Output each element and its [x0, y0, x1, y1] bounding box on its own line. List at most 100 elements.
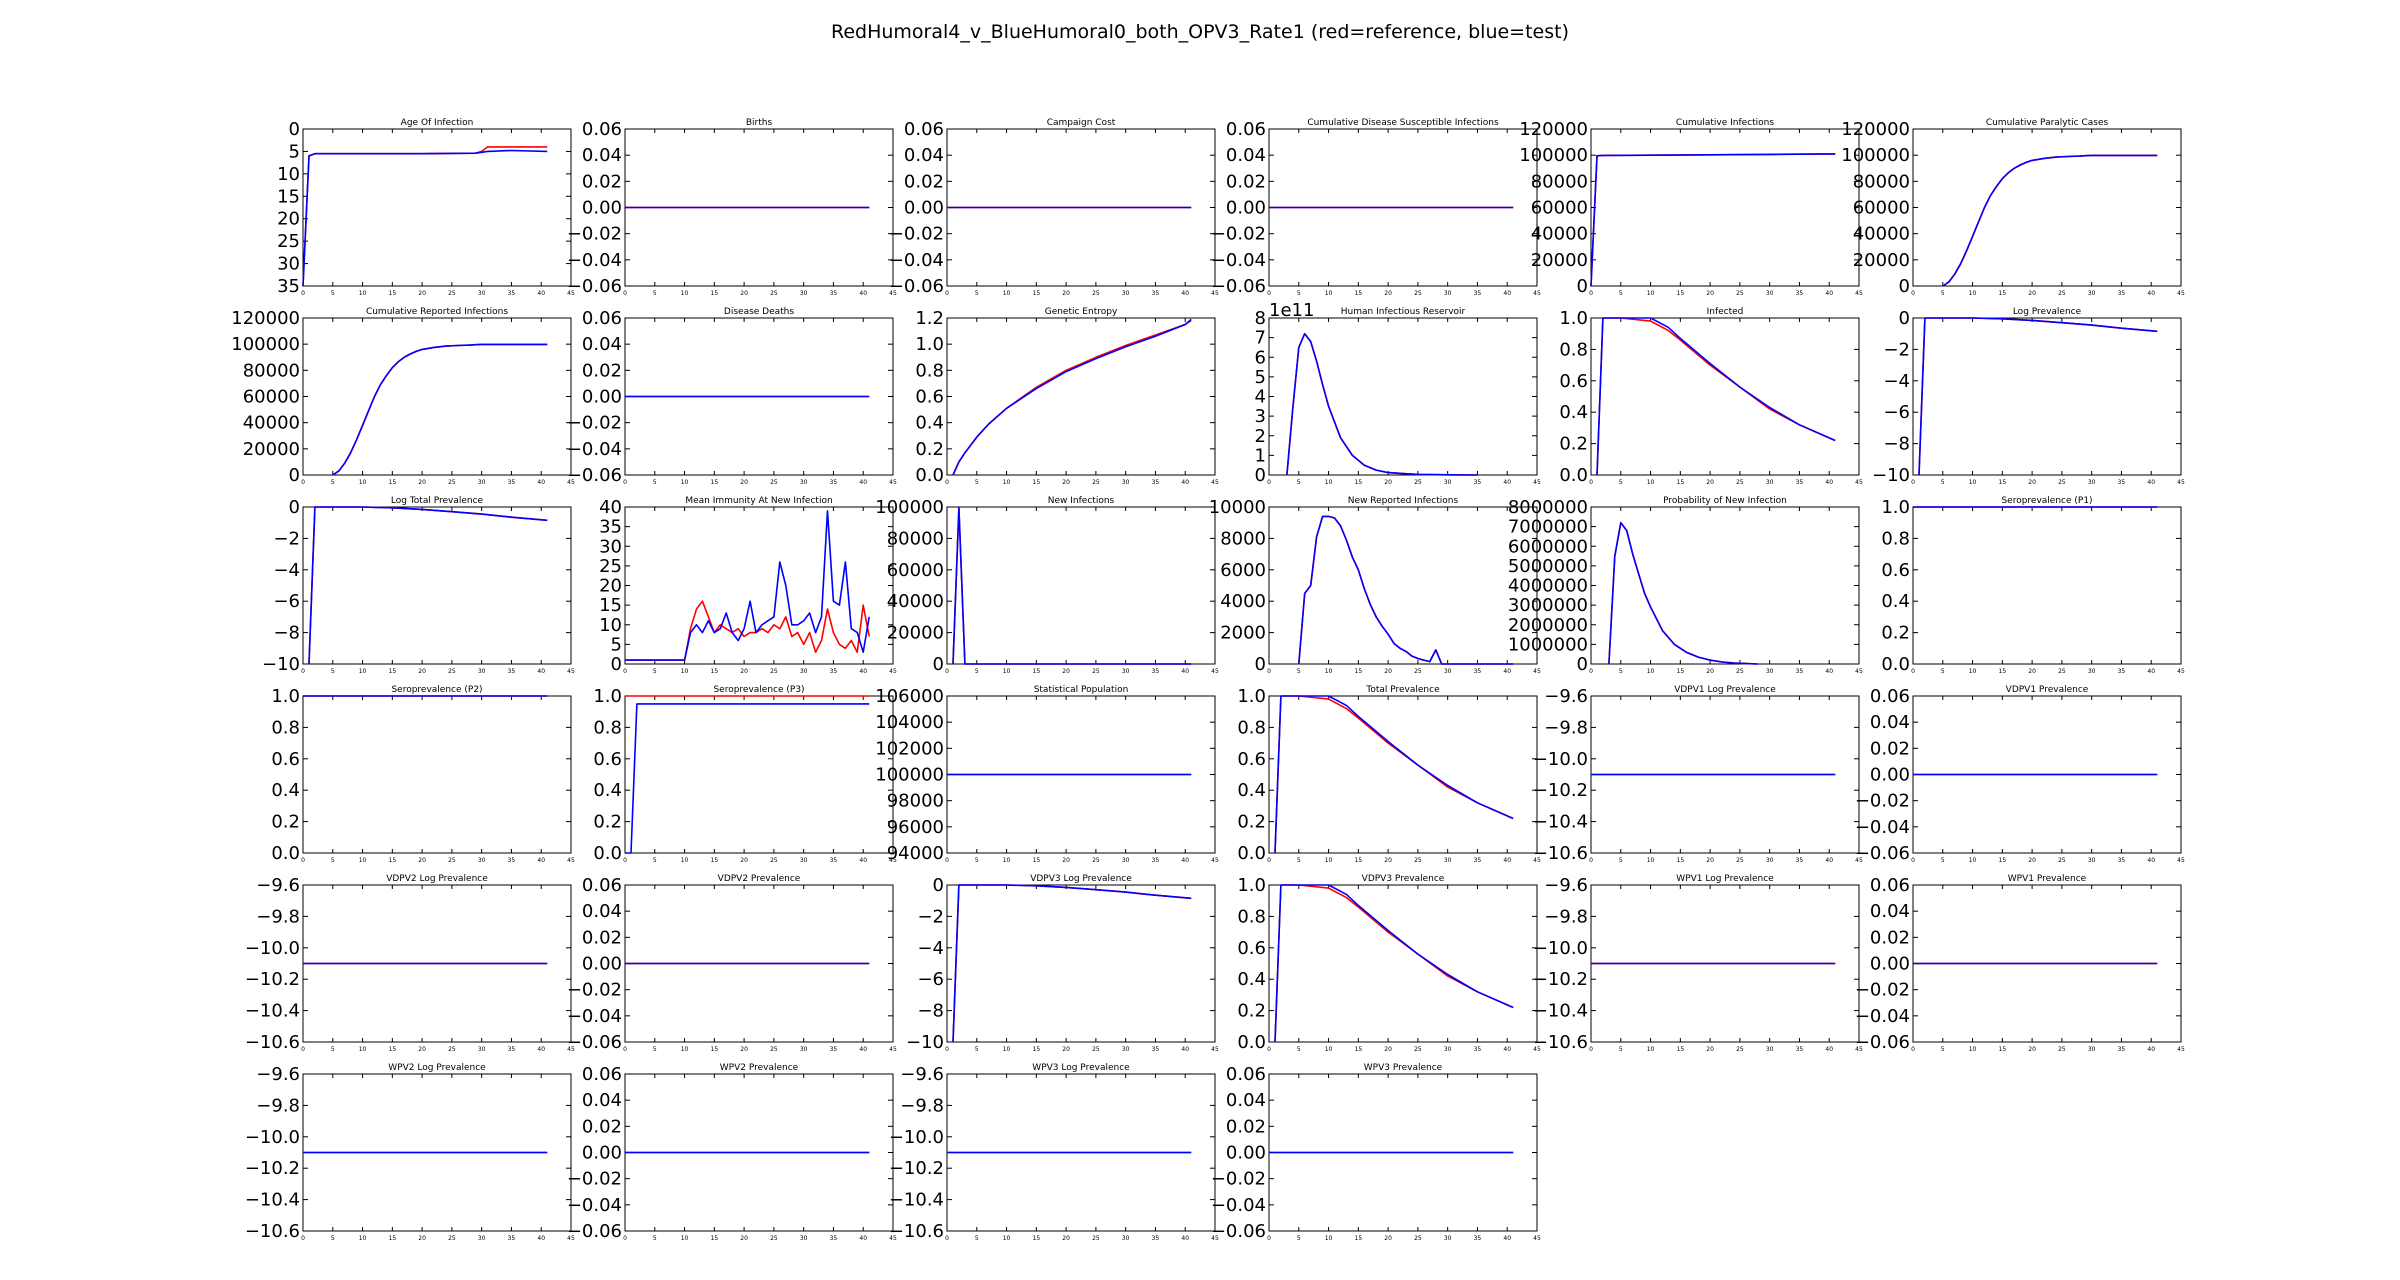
cumulative-paralytic-cases-xtick-label: 35 [2118, 290, 2126, 297]
wpv1-log-prevalence-ytick-label: −9.8 [1544, 906, 1588, 927]
statistical-population-xtick-label: 15 [1033, 857, 1041, 864]
wpv2-prevalence-xtick-label: 25 [770, 1235, 778, 1242]
vdpv2-prevalence-xtick-label: 35 [830, 1046, 838, 1053]
subplot-statistical-population: Statistical Population 106000 104000 102000… [875, 685, 1219, 864]
campaign-cost-ytick-label: 0.00 [904, 198, 944, 219]
statistical-population-xtick-label: 40 [1181, 857, 1189, 864]
vdpv2-log-prevalence-xtick-label: 30 [478, 1046, 486, 1053]
genetic-entropy-xtick-label: 25 [1092, 479, 1100, 486]
subplot-seroprevalence-p1: Seroprevalence (P1) 1.0 0.8 0.6 0.4 0.2 0.0 0 5 1… [1881, 496, 2185, 675]
vdpv2-log-prevalence-xtick-label: 45 [567, 1046, 575, 1053]
wpv3-prevalence-ytick-label: −0.04 [1211, 1195, 1266, 1216]
subplot-mean-immunity-at-new-infection: Mean Immunity At New Infection4035302520… [599, 496, 897, 675]
mean-immunity-at-new-infection-xtick-label: 30 [800, 668, 808, 675]
cumulative-infections-ytick-label: 40000 [1531, 224, 1588, 245]
vdpv3-prevalence-axes-frame [1268, 884, 1538, 1043]
human-infectious-reservoir-title: Human Infectious Reservoir [1341, 307, 1466, 317]
vdpv2-log-prevalence-xtick-label: 20 [418, 1046, 426, 1053]
subplot-cumulative-paralytic-cases: Cumulative Paralytic Cases 120000 100000 80… [1841, 118, 2185, 297]
wpv2-prevalence-ytick-label: −0.04 [567, 1195, 622, 1216]
wpv3-prevalence-xtick-label: 25 [1414, 1235, 1422, 1242]
vdpv3-log-prevalence-xtick-label: 30 [1122, 1046, 1130, 1053]
probability-of-new-infection-ytick-label: 5000000 [1508, 556, 1588, 577]
vdpv2-prevalence-ytick-label: −0.02 [567, 980, 622, 1001]
probability-of-new-infection-xtick-label: 30 [1766, 668, 1774, 675]
human-infectious-reservoir-xtick-label: 45 [1533, 479, 1541, 486]
wpv2-prevalence-ytick-label: 0.00 [582, 1143, 622, 1164]
campaign-cost-xtick-label: 20 [1062, 290, 1070, 297]
cumulative-paralytic-cases-ytick-label: 20000 [1853, 250, 1910, 271]
probability-of-new-infection-ytick-label: 1000000 [1508, 634, 1588, 655]
age-of-infection-xtick-label: 15 [389, 290, 397, 297]
vdpv1-log-prevalence-ytick-label: −9.6 [1544, 686, 1588, 707]
log-total-prevalence-xtick-label: 25 [448, 668, 456, 675]
vdpv1-prevalence-xtick-label: 15 [1999, 857, 2007, 864]
births-xtick-label: 45 [889, 290, 897, 297]
infected-xtick-label: 10 [1647, 479, 1655, 486]
vdpv1-prevalence-xtick-label: 5 [1941, 857, 1945, 864]
new-infections-xtick-label: 10 [1003, 668, 1011, 675]
seroprevalence-p2-xtick-label: 30 [478, 857, 486, 864]
vdpv1-log-prevalence-xtick-label: 0 [1589, 857, 1593, 864]
vdpv2-log-prevalence-ytick-label: −10.6 [245, 1032, 300, 1053]
vdpv1-log-prevalence-xtick-label: 5 [1619, 857, 1623, 864]
cumulative-infections-series-test [1590, 153, 1836, 287]
total-prevalence-xtick-label: 5 [1297, 857, 1301, 864]
infected-ytick-label: 1.0 [1559, 308, 1588, 329]
cumulative-reported-infections-ytick-label: 20000 [243, 439, 300, 460]
new-infections-ytick-label: 0 [933, 654, 944, 675]
total-prevalence-xtick-label: 30 [1444, 857, 1452, 864]
seroprevalence-p3-xtick-label: 45 [889, 857, 897, 864]
wpv3-log-prevalence-xtick-label: 20 [1062, 1235, 1070, 1242]
seroprevalence-p1-ytick-label: 0.8 [1881, 528, 1910, 549]
genetic-entropy-xtick-label: 20 [1062, 479, 1070, 486]
seroprevalence-p3-ytick-label: 0.2 [593, 812, 622, 833]
seroprevalence-p3-xtick-label: 5 [653, 857, 657, 864]
wpv2-prevalence-ytick-label: 0.04 [582, 1090, 622, 1111]
wpv2-prevalence-xtick-label: 20 [740, 1235, 748, 1242]
new-reported-infections-ytick-label: 2000 [1220, 623, 1266, 644]
seroprevalence-p1-xtick-label: 30 [2088, 668, 2096, 675]
age-of-infection-xtick-label: 0 [301, 290, 305, 297]
births-xtick-label: 40 [859, 290, 867, 297]
log-prevalence-ytick-label: −8 [1883, 434, 1910, 455]
vdpv3-log-prevalence-ytick-label: −2 [917, 906, 944, 927]
wpv2-log-prevalence-xtick-label: 45 [567, 1235, 575, 1242]
genetic-entropy-axes-frame [946, 317, 1216, 476]
campaign-cost-ytick-label: 0.02 [904, 171, 944, 192]
cumulative-paralytic-cases-ytick-label: 0 [1899, 276, 1910, 297]
cumulative-disease-susceptible-infections-xtick-label: 30 [1444, 290, 1452, 297]
mean-immunity-at-new-infection-xtick-label: 5 [653, 668, 657, 675]
wpv1-log-prevalence-xtick-label: 5 [1619, 1046, 1623, 1053]
seroprevalence-p2-xtick-label: 40 [537, 857, 545, 864]
seroprevalence-p2-ytick-label: 0.0 [271, 843, 300, 864]
infected-ytick-label: 0.6 [1559, 371, 1588, 392]
seroprevalence-p3-xtick-label: 25 [770, 857, 778, 864]
probability-of-new-infection-xtick-label: 5 [1619, 668, 1623, 675]
wpv2-log-prevalence-xtick-label: 40 [537, 1235, 545, 1242]
cumulative-infections-xtick-label: 0 [1589, 290, 1593, 297]
cumulative-infections-ytick-label: 80000 [1531, 171, 1588, 192]
seroprevalence-p2-ytick-label: 0.6 [271, 749, 300, 770]
total-prevalence-ytick-label: 0.2 [1237, 812, 1266, 833]
disease-deaths-ytick-label: 0.04 [582, 334, 622, 355]
new-infections-xtick-label: 45 [1211, 668, 1219, 675]
wpv1-log-prevalence-title: WPV1 Log Prevalence [1676, 874, 1774, 884]
vdpv1-prevalence-ytick-label: 0.06 [1870, 686, 1910, 707]
infected-xtick-label: 45 [1855, 479, 1863, 486]
vdpv2-prevalence-xtick-label: 0 [623, 1046, 627, 1053]
cumulative-infections-xtick-label: 20 [1706, 290, 1714, 297]
vdpv1-log-prevalence-xtick-label: 40 [1825, 857, 1833, 864]
wpv3-prevalence-ytick-label: −0.02 [1211, 1169, 1266, 1190]
wpv2-log-prevalence-ytick-label: −9.8 [256, 1095, 300, 1116]
infected-ytick-label: 0.4 [1559, 402, 1588, 423]
human-infectious-reservoir-ytick-label: 2 [1255, 426, 1266, 447]
vdpv3-log-prevalence-xtick-label: 25 [1092, 1046, 1100, 1053]
disease-deaths-ytick-label: −0.04 [567, 439, 622, 460]
log-total-prevalence-ytick-label: −10 [262, 654, 300, 675]
infected-xtick-label: 20 [1706, 479, 1714, 486]
wpv3-prevalence-xtick-label: 10 [1325, 1235, 1333, 1242]
campaign-cost-xtick-label: 40 [1181, 290, 1189, 297]
subplot-wpv2-log-prevalence: WPV2 Log Prevalence −9.6 −9.8 −10.0 −10.2 −10… [245, 1063, 575, 1242]
total-prevalence-ytick-label: 0.6 [1237, 749, 1266, 770]
